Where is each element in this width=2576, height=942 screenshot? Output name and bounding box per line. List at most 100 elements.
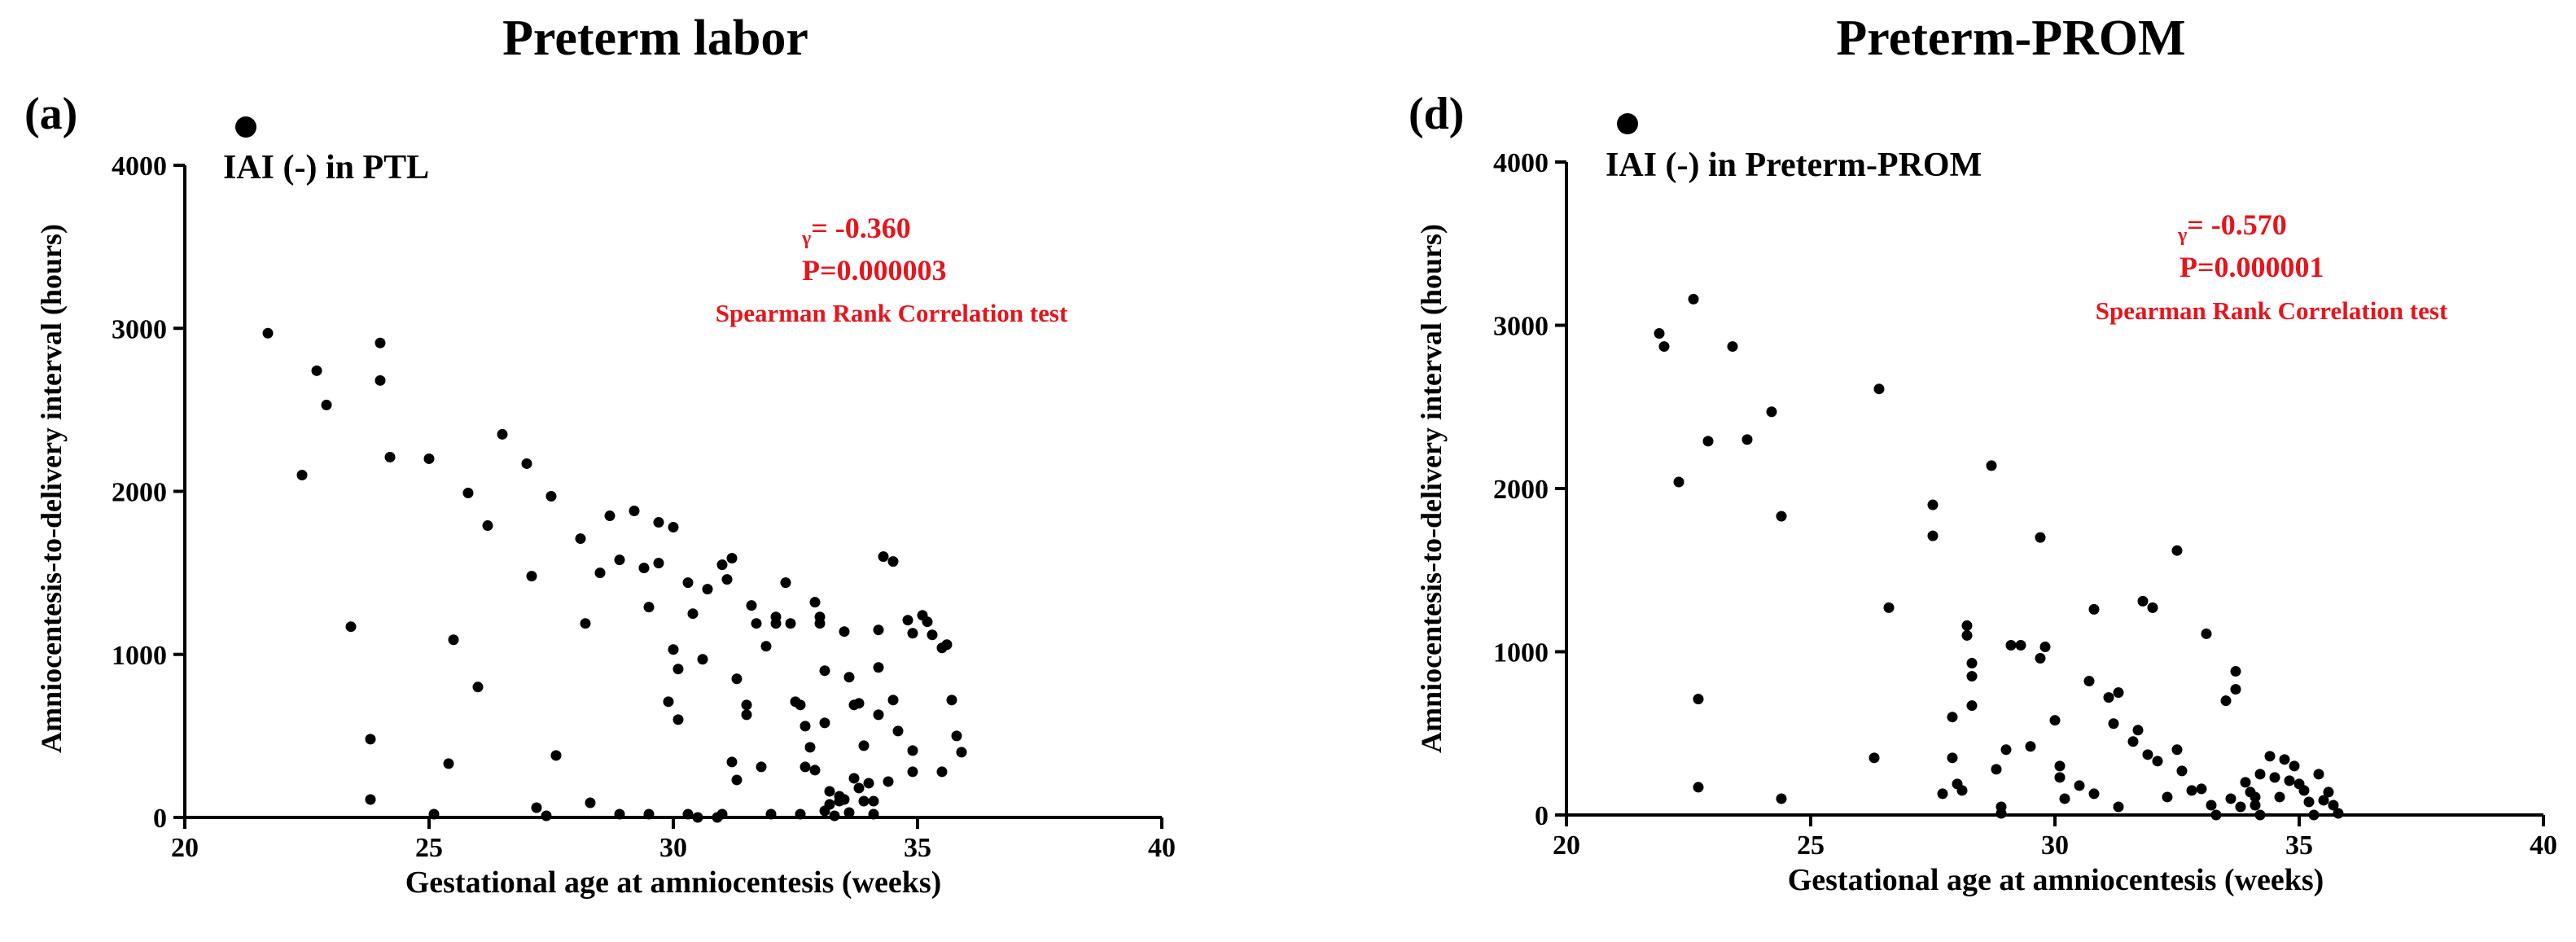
data-point (751, 618, 762, 629)
data-point (824, 786, 835, 797)
data-point (814, 618, 826, 629)
y-tick-label: 0 (1535, 801, 1549, 831)
data-point (2250, 800, 2261, 811)
data-point (780, 577, 791, 589)
data-point (472, 681, 484, 693)
y-tick-label: 0 (153, 804, 167, 834)
y-axis-label: Amniocentesis-to-delivery interval (hour… (35, 224, 68, 753)
data-point (428, 808, 440, 820)
x-axis-label: Gestational age at amniocentesis (weeks) (1788, 863, 2324, 897)
data-point (2230, 684, 2241, 695)
data-point (770, 618, 782, 629)
data-point (2298, 785, 2310, 796)
data-point (716, 559, 728, 571)
data-point (2083, 676, 2095, 687)
data-point (785, 618, 796, 629)
x-tick-label: 20 (1553, 830, 1580, 861)
data-point (614, 554, 625, 566)
data-point (2059, 793, 2070, 804)
data-point (2171, 545, 2183, 556)
data-points (1654, 293, 2344, 821)
data-point (716, 808, 728, 820)
data-point (672, 664, 684, 675)
data-point (1741, 434, 1753, 445)
data-point (819, 665, 830, 677)
chart-preterm-labor: Preterm labor (a) IAI (-) in PTL γ= -0.3… (24, 11, 1176, 900)
y-tick-label: 1000 (112, 641, 167, 671)
data-point (804, 742, 816, 753)
y-tick-label: 2000 (1493, 475, 1549, 505)
x-tick-label: 25 (1797, 830, 1825, 861)
data-point (1961, 629, 1973, 641)
data-point (858, 740, 870, 751)
data-point (2000, 744, 2012, 756)
y-tick-label: 4000 (1493, 148, 1549, 178)
data-point (682, 808, 694, 820)
data-point (868, 808, 879, 820)
data-point (853, 698, 865, 709)
panel-label: (a) (24, 89, 77, 139)
data-point (1776, 510, 1787, 522)
data-point (2035, 653, 2046, 664)
data-point (2137, 595, 2149, 607)
data-point (829, 810, 840, 822)
data-point (296, 469, 308, 480)
data-point (902, 615, 913, 626)
data-point (1688, 293, 1699, 305)
data-point (321, 399, 332, 410)
data-point (2250, 791, 2261, 803)
panel-label: (d) (1408, 89, 1464, 139)
data-point (2206, 800, 2217, 811)
x-axis-label: Gestational age at amniocentesis (weeks) (405, 865, 942, 900)
data-point (2103, 692, 2114, 703)
data-point (545, 491, 557, 502)
data-point (2039, 641, 2051, 652)
data-point (1996, 801, 2007, 813)
x-tick-label: 30 (2041, 830, 2069, 861)
data-point (946, 694, 957, 706)
data-point (741, 709, 752, 721)
annotation-r-symbol: γ (801, 228, 811, 249)
data-point (1693, 694, 1704, 705)
data-point (907, 745, 918, 756)
data-point (682, 577, 694, 589)
data-point (2186, 785, 2197, 796)
data-point (448, 634, 459, 646)
data-point (1693, 782, 1704, 793)
data-point (907, 628, 918, 639)
data-point (2308, 809, 2320, 821)
data-point (2323, 786, 2334, 798)
data-point (2162, 791, 2173, 803)
data-point (2152, 756, 2163, 767)
data-point (1873, 383, 1885, 395)
data-point (2279, 754, 2290, 765)
data-point (1673, 476, 1684, 488)
data-point (883, 776, 894, 787)
data-point (2088, 603, 2100, 615)
legend-label: IAI (-) in Preterm-PROM (1606, 147, 1982, 184)
data-point (1766, 406, 1777, 418)
data-point (819, 717, 830, 729)
annotation-r-value: = -0.570 (2187, 208, 2287, 241)
data-point (497, 428, 508, 440)
data-point (2015, 639, 2026, 651)
data-point (594, 567, 606, 579)
data-point (663, 696, 674, 708)
data-point (1986, 460, 1997, 471)
data-point (956, 747, 967, 758)
annotation-r-value: = -0.360 (811, 212, 911, 244)
data-point (2235, 801, 2246, 813)
data-point (2201, 628, 2212, 639)
data-point (2054, 760, 2066, 772)
data-point (531, 802, 542, 813)
y-axis-label: Amniocentesis-to-delivery interval (hour… (1415, 224, 1448, 753)
data-point (462, 488, 474, 499)
data-point (795, 699, 806, 711)
x-tick-label: 35 (904, 833, 931, 863)
data-point (2274, 791, 2285, 803)
annotation-test: Spearman Rank Correlation test (716, 299, 1068, 327)
data-point (526, 571, 537, 582)
data-point (2328, 800, 2339, 811)
data-point (2230, 666, 2241, 677)
data-point (927, 629, 938, 641)
